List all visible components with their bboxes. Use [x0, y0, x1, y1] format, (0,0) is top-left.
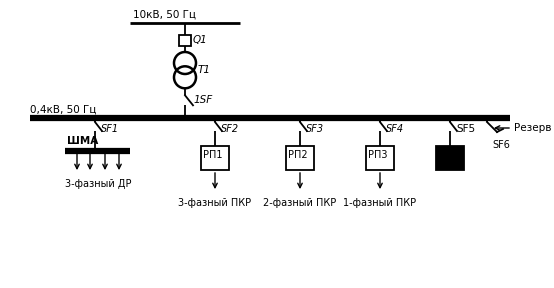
Bar [366, 146, 394, 170]
Text: ЩО: ЩО [436, 150, 454, 160]
Text: 3-фазный ПКР: 3-фазный ПКР [178, 198, 252, 208]
Text: SF3: SF3 [306, 124, 324, 134]
Text: Q1: Q1 [193, 35, 208, 46]
Text: 0,4кВ, 50 Гц: 0,4кВ, 50 Гц [30, 105, 96, 115]
Text: 1SF: 1SF [194, 95, 213, 105]
Text: SF1: SF1 [101, 124, 119, 134]
Text: SF5: SF5 [456, 124, 475, 134]
Bar [201, 146, 229, 170]
Text: 10кВ, 50 Гц: 10кВ, 50 Гц [133, 10, 196, 20]
Text: ШМА: ШМА [67, 136, 98, 146]
Text: T1: T1 [198, 65, 211, 75]
Text: РП2: РП2 [288, 150, 307, 160]
Text: 2-фазный ПКР: 2-фазный ПКР [263, 198, 337, 208]
Bar [436, 146, 464, 170]
Text: Резерв: Резерв [514, 123, 551, 133]
Text: 1-фазный ПКР: 1-фазный ПКР [343, 198, 417, 208]
Text: SF6: SF6 [492, 140, 510, 150]
Text: SF4: SF4 [386, 124, 404, 134]
Bar [179, 35, 191, 46]
Text: РП3: РП3 [368, 150, 387, 160]
Text: РП1: РП1 [203, 150, 223, 160]
Bar [286, 146, 314, 170]
Text: 3-фазный ДР: 3-фазный ДР [65, 179, 131, 189]
Text: SF2: SF2 [221, 124, 239, 134]
